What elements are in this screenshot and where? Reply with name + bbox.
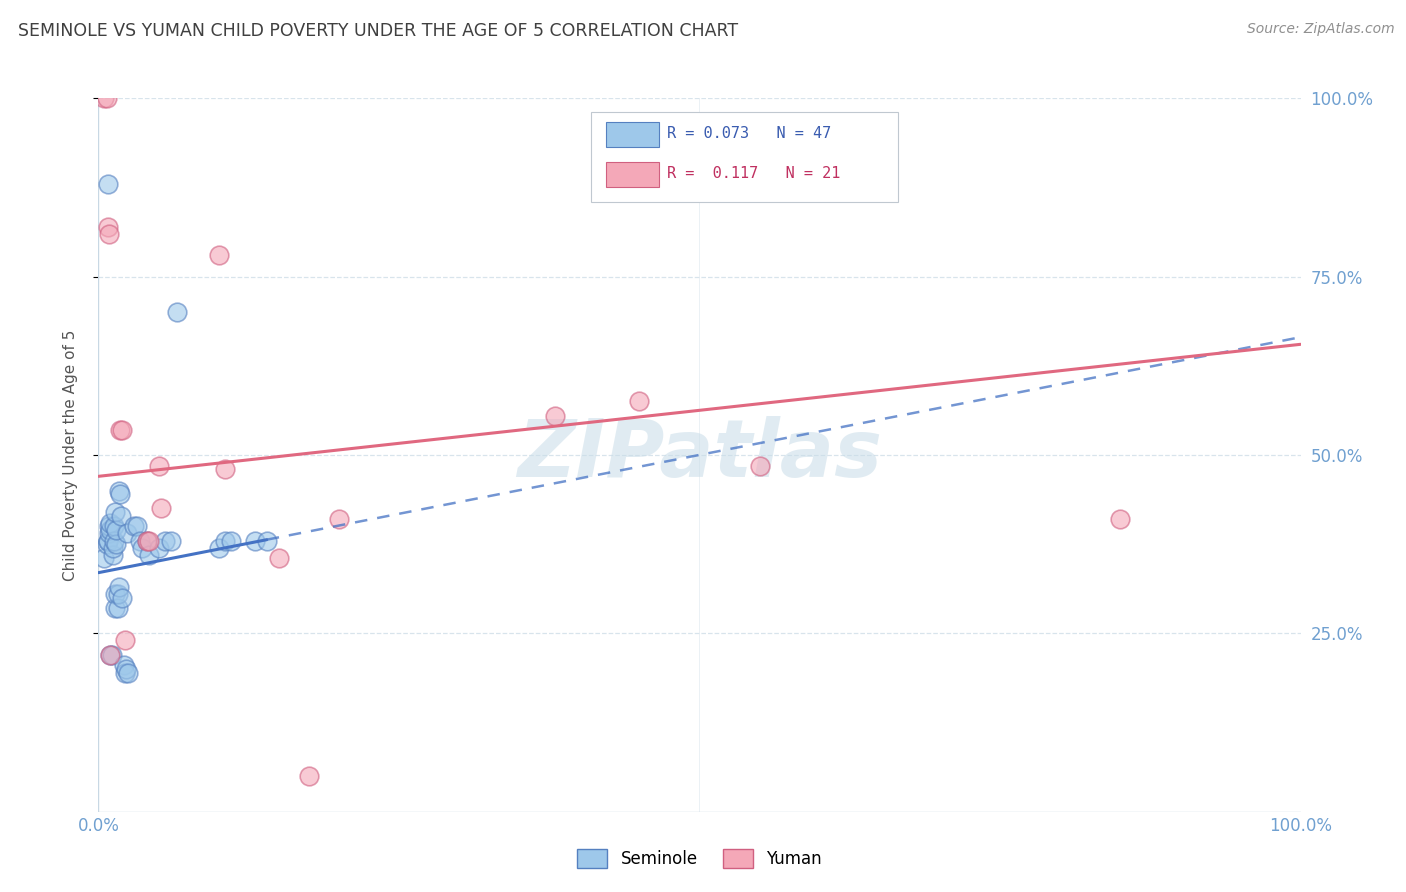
- Point: [153, 533, 176, 548]
- Point: [243, 533, 266, 548]
- Point: [103, 519, 125, 533]
- Point: [98, 526, 121, 541]
- Point: [115, 662, 138, 676]
- Point: [107, 587, 129, 601]
- Point: [166, 305, 188, 319]
- Point: [104, 587, 127, 601]
- FancyBboxPatch shape: [606, 162, 658, 186]
- Point: [108, 487, 131, 501]
- Point: [138, 533, 160, 548]
- Point: [256, 533, 278, 548]
- Point: [148, 541, 170, 555]
- Point: [124, 519, 146, 533]
- Point: [96, 91, 118, 105]
- Point: [159, 533, 181, 548]
- Point: [108, 483, 131, 498]
- Point: [117, 526, 139, 541]
- Point: [125, 519, 148, 533]
- Point: [97, 177, 120, 191]
- Point: [97, 533, 120, 548]
- Point: [101, 548, 124, 562]
- Point: [214, 533, 236, 548]
- Point: [93, 91, 115, 105]
- Point: [104, 505, 127, 519]
- Text: Source: ZipAtlas.com: Source: ZipAtlas.com: [1247, 22, 1395, 37]
- Point: [93, 551, 115, 566]
- Point: [628, 394, 651, 409]
- Point: [1109, 512, 1132, 526]
- Point: [110, 508, 132, 523]
- Y-axis label: Child Poverty Under the Age of 5: Child Poverty Under the Age of 5: [63, 329, 77, 581]
- Point: [103, 533, 125, 548]
- Point: [129, 533, 152, 548]
- Point: [100, 523, 122, 537]
- Point: [148, 458, 170, 473]
- Point: [298, 769, 321, 783]
- FancyBboxPatch shape: [592, 112, 898, 202]
- Point: [208, 541, 231, 555]
- Point: [131, 541, 153, 555]
- FancyBboxPatch shape: [606, 122, 658, 146]
- Point: [100, 516, 122, 530]
- Point: [117, 665, 139, 680]
- Text: SEMINOLE VS YUMAN CHILD POVERTY UNDER THE AGE OF 5 CORRELATION CHART: SEMINOLE VS YUMAN CHILD POVERTY UNDER TH…: [18, 22, 738, 40]
- Point: [98, 519, 121, 533]
- Point: [214, 462, 236, 476]
- Point: [219, 533, 242, 548]
- Point: [96, 537, 118, 551]
- Point: [114, 665, 136, 680]
- Point: [97, 533, 120, 548]
- Point: [544, 409, 567, 423]
- Point: [100, 648, 122, 662]
- Point: [208, 248, 231, 262]
- Point: [748, 458, 770, 473]
- Text: ZIPatlas: ZIPatlas: [517, 416, 882, 494]
- Point: [104, 601, 127, 615]
- Point: [149, 501, 172, 516]
- Point: [98, 227, 121, 241]
- Point: [107, 601, 129, 615]
- Point: [97, 219, 120, 234]
- Point: [105, 537, 128, 551]
- Point: [267, 551, 290, 566]
- Point: [135, 533, 157, 548]
- Point: [105, 523, 128, 537]
- Point: [111, 423, 134, 437]
- Point: [328, 512, 350, 526]
- Text: R =  0.117   N = 21: R = 0.117 N = 21: [666, 166, 841, 181]
- Point: [114, 633, 136, 648]
- Point: [108, 423, 131, 437]
- Legend: Seminole, Yuman: Seminole, Yuman: [571, 843, 828, 875]
- Point: [112, 658, 135, 673]
- Point: [100, 648, 122, 662]
- Text: R = 0.073   N = 47: R = 0.073 N = 47: [666, 127, 831, 141]
- Point: [138, 548, 160, 562]
- Point: [100, 648, 122, 662]
- Point: [108, 580, 131, 594]
- Point: [135, 533, 157, 548]
- Point: [111, 591, 134, 605]
- Point: [101, 541, 124, 555]
